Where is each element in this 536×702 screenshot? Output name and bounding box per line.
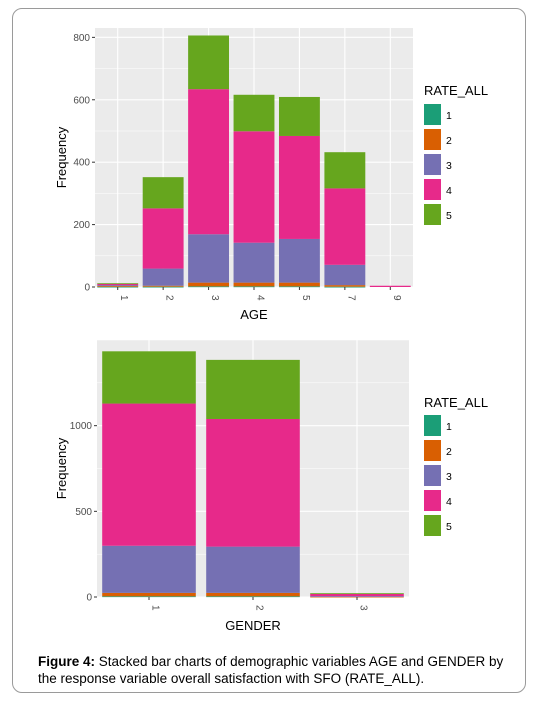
bar-age-3-rate-1	[188, 286, 230, 288]
bar-age-4-rate-2	[233, 282, 275, 287]
legend-label-5: 5	[446, 210, 452, 222]
bar-age-5-rate-3	[278, 238, 320, 283]
bar-gender-2-rate-4	[206, 418, 300, 547]
bar-gender-3-rate-4	[310, 593, 404, 597]
chart-2: 0 500 1000 1 2 3 GENDER Frequency RATE_ALL 1 2 3 4 5	[54, 339, 488, 633]
legend-key-3	[424, 465, 441, 486]
y-axis-title: Frequency	[54, 126, 69, 188]
bar-age-7-rate-5	[324, 152, 366, 189]
bar-gender-2-rate-5	[206, 359, 300, 419]
bar-age-4-rate-1	[233, 286, 275, 288]
bar-age-9-rate-4	[369, 285, 411, 287]
bar-age-4-rate-5	[233, 94, 275, 132]
bar-gender-3-rate-5	[310, 593, 404, 595]
bar-gender-1-rate-2	[102, 592, 196, 597]
y-tick-label: 200	[73, 220, 90, 231]
bar-age-1-rate-3	[97, 285, 139, 287]
bar-age-7-rate-2	[324, 285, 366, 287]
bar-age-2-rate-5	[142, 177, 184, 209]
bar-age-1-rate-5	[97, 283, 139, 285]
legend-label-1: 1	[446, 421, 452, 433]
bar-gender-2-rate-2	[206, 592, 300, 597]
legend-label-3: 3	[446, 471, 452, 483]
bar-age-7-rate-3	[324, 264, 366, 286]
bar-age-3-rate-4	[188, 89, 230, 235]
bar-age-4-rate-3	[233, 242, 275, 283]
y-tick-label: 800	[73, 33, 90, 44]
x-tick-label: 2	[254, 605, 265, 611]
y-tick-label: 0	[84, 283, 90, 294]
bar-age-3-rate-2	[188, 282, 230, 287]
bar-age-5-rate-5	[278, 96, 320, 136]
figure-caption: Figure 4: Stacked bar charts of demograp…	[38, 653, 518, 687]
legend-title: RATE_ALL	[424, 395, 488, 410]
bar-age-1-rate-4	[97, 283, 139, 286]
bar-age-5-rate-1	[278, 286, 320, 288]
legend-key-4	[424, 490, 441, 511]
legend-label-5: 5	[446, 521, 452, 533]
bar-age-5-rate-4	[278, 135, 320, 239]
x-tick-label: 1	[118, 295, 129, 301]
x-tick-label: 5	[300, 295, 311, 301]
x-tick-label: 1	[150, 605, 161, 611]
y-tick-label: 1000	[70, 421, 93, 432]
legend-label-4: 4	[446, 185, 452, 197]
x-tick-label: 2	[164, 295, 175, 301]
bar-age-1-rate-2	[97, 286, 139, 287]
legend-key-1	[424, 415, 441, 436]
y-tick-label: 0	[86, 593, 92, 604]
legend-key-3	[424, 154, 441, 175]
y-tick-label: 500	[75, 507, 92, 518]
bar-age-2-rate-4	[142, 208, 184, 269]
x-tick-label: 3	[209, 295, 220, 301]
legend-key-1	[424, 104, 441, 125]
caption-text: Stacked bar charts of demographic variab…	[38, 654, 504, 686]
x-tick-label: 7	[345, 295, 356, 301]
bar-age-4-rate-4	[233, 131, 275, 243]
legend-key-4	[424, 179, 441, 200]
legend-label-4: 4	[446, 496, 452, 508]
legend-key-2	[424, 440, 441, 461]
bar-age-5-rate-2	[278, 282, 320, 287]
x-tick-label: 4	[255, 295, 266, 301]
bar-age-2-rate-2	[142, 285, 184, 287]
x-tick-label: 3	[358, 605, 369, 611]
legend-key-2	[424, 129, 441, 150]
x-axis-title: AGE	[240, 307, 268, 322]
legend-label-3: 3	[446, 160, 452, 172]
bar-gender-1-rate-4	[102, 403, 196, 546]
legend-key-5	[424, 515, 441, 536]
bar-gender-1-rate-3	[102, 545, 196, 593]
x-tick-label: 9	[391, 295, 402, 301]
y-tick-label: 600	[73, 95, 90, 106]
bar-gender-3-rate-3	[310, 596, 404, 597]
bar-age-3-rate-3	[188, 234, 230, 283]
bar-age-3-rate-5	[188, 35, 230, 90]
legend-label-2: 2	[446, 135, 452, 147]
legend-title: RATE_ALL	[424, 83, 488, 98]
bar-gender-2-rate-3	[206, 546, 300, 593]
y-tick-label: 400	[73, 158, 90, 169]
bar-gender-1-rate-5	[102, 351, 196, 404]
bar-age-7-rate-4	[324, 188, 366, 265]
chart-1: 0 200 400 600 800 1 2 3 4 5 7 9 AGE Frequency RATE_ALL…	[54, 28, 488, 322]
bar-gender-2-rate-1	[206, 596, 300, 598]
caption-label: Figure 4:	[38, 654, 96, 669]
bar-gender-1-rate-1	[102, 596, 196, 598]
x-axis-title: GENDER	[225, 618, 281, 633]
legend-label-1: 1	[446, 110, 452, 122]
legend-label-2: 2	[446, 446, 452, 458]
y-axis-title: Frequency	[54, 437, 69, 499]
bar-age-2-rate-3	[142, 268, 184, 286]
legend-key-5	[424, 204, 441, 225]
